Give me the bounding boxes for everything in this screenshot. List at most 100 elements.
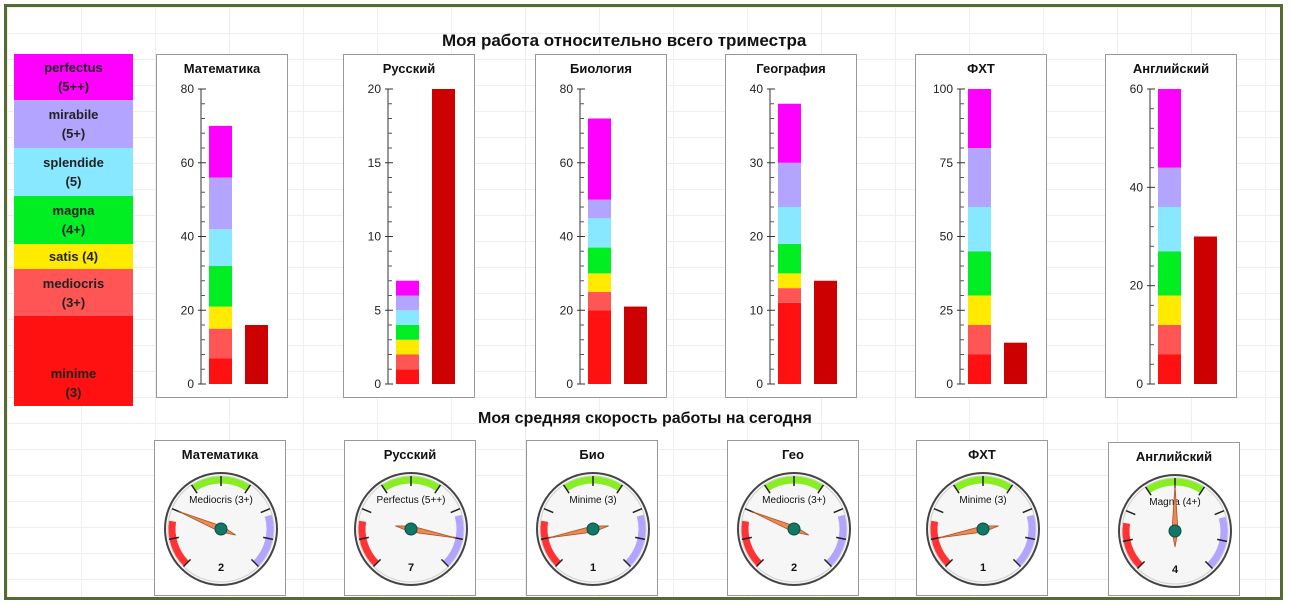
stack-segment (778, 302, 801, 384)
gauge-tick (944, 558, 954, 568)
gauge-1: Perfectus (5++) 7 (354, 472, 468, 586)
gauge-title: Математика (181, 447, 259, 462)
gauge-hub (1168, 524, 1182, 538)
stack-segment (1158, 295, 1181, 325)
gauge-panel: Гео Mediocris (3+) 2 (727, 440, 859, 596)
gauge-title: ФХТ (968, 447, 996, 462)
tick-label: 40 (560, 230, 574, 244)
legend-label: splendide (43, 155, 104, 170)
legend-label: mirabile (48, 107, 99, 122)
tick-label: 0 (756, 377, 763, 391)
stack-segment (1158, 167, 1181, 207)
tick-label: 20 (750, 230, 764, 244)
gauge-hub (787, 522, 801, 536)
gauge-purple-band (1015, 514, 1036, 567)
stack-segment (1158, 207, 1181, 252)
bar-chart-0: 0 20 40 60 80 (181, 82, 268, 391)
gauge-tick (380, 484, 388, 494)
gauge-value: 7 (408, 562, 414, 574)
stack-segment (778, 103, 801, 163)
gauge-label: Minime (3) (959, 495, 1006, 506)
gauge-title: Гео (782, 447, 804, 462)
tick-label: 25 (940, 303, 954, 317)
stack-segment (209, 125, 232, 178)
stack-segment (778, 162, 801, 207)
gauge-tick (1204, 560, 1214, 570)
stack-segment (209, 177, 232, 230)
chart-title: Русский (382, 61, 436, 76)
gauge-value: 2 (218, 562, 224, 574)
stack-segment (778, 207, 801, 244)
tick-label: 30 (750, 156, 764, 170)
gauge-value: 1 (980, 562, 986, 574)
chart-title: ФХТ (967, 61, 995, 76)
gauge-tick (450, 508, 461, 514)
gauge-red-band (358, 520, 379, 567)
stack-segment (209, 229, 232, 266)
gauge-title: Био (579, 447, 605, 462)
stack-segment (968, 148, 991, 207)
gauge-panel: Математика Mediocris (3+) 2 (154, 440, 286, 596)
value-bar (1194, 236, 1217, 384)
legend-item-minime: minime (3) (14, 316, 133, 406)
grade-legend: perfectus (5++) mirabile (5+) splendide … (14, 54, 133, 406)
gauge-panel: Английский Magna (4+) 4 (1108, 442, 1240, 596)
gauge-tick (182, 558, 192, 568)
chart-title: Биология (570, 61, 632, 76)
chart-title: Английский (1132, 61, 1210, 76)
gauge-tick (250, 558, 260, 568)
gauge-value: 4 (1172, 564, 1179, 576)
gauge-label: Minime (3) (569, 495, 616, 506)
gauge-tick (1214, 510, 1225, 516)
tick-label: 15 (368, 156, 382, 170)
tick-label: 0 (566, 377, 573, 391)
tick-label: 80 (560, 82, 574, 96)
stack-segment (778, 288, 801, 303)
gauge-tick (632, 508, 643, 514)
tick-label: 0 (187, 377, 194, 391)
bar-chart-4: 0 25 50 75 100 (933, 82, 1027, 391)
tick-label: 100 (933, 82, 953, 96)
tick-label: 60 (560, 156, 574, 170)
stack-segment (968, 251, 991, 296)
tick-label: 20 (1130, 279, 1144, 293)
bar-chart-1: 0 5 10 15 20 (368, 82, 455, 391)
gauge-tick (741, 536, 752, 541)
bar-chart-5: 0 20 40 60 (1130, 82, 1217, 391)
gauge-tick (833, 508, 844, 514)
gauge-tick (763, 484, 771, 494)
stack-segment (209, 358, 232, 384)
stack-segment (588, 291, 611, 311)
stack-segment (588, 310, 611, 384)
value-bar (245, 325, 268, 384)
gauge-hub (404, 522, 418, 536)
tick-label: 60 (1130, 82, 1144, 96)
legend-label: magna (52, 203, 95, 218)
tick-label: 50 (940, 230, 954, 244)
stack-segment (778, 273, 801, 289)
gauge-purple-band (443, 514, 464, 567)
legend-item-perfectus: perfectus (5++) (14, 54, 133, 100)
gauge-hub (976, 522, 990, 536)
gauge-tick (1125, 510, 1136, 516)
stack-segment (968, 207, 991, 252)
legend-label: satis (4) (48, 249, 99, 264)
tick-label: 20 (181, 303, 195, 317)
gauge-hub (214, 522, 228, 536)
legend-item-magna: magna (4+) (14, 196, 133, 244)
stack-segment (396, 369, 419, 384)
gauge-tick (361, 508, 372, 514)
tick-label: 10 (750, 303, 764, 317)
gauge-4: Minime (3) 1 (926, 472, 1040, 586)
value-bar (1004, 342, 1027, 384)
tick-label: 60 (181, 156, 195, 170)
gauge-tick (440, 558, 450, 568)
gauge-purple-band (625, 514, 646, 567)
gauge-panel: ФХТ Minime (3) 1 (916, 440, 1048, 596)
stack-segment (1158, 89, 1181, 168)
gauge-tick (635, 536, 646, 541)
stack-segment (588, 273, 611, 292)
tick-label: 40 (1130, 180, 1144, 194)
bar-chart-3: 0 10 20 30 40 (750, 82, 837, 391)
gauge-tick (260, 508, 271, 514)
